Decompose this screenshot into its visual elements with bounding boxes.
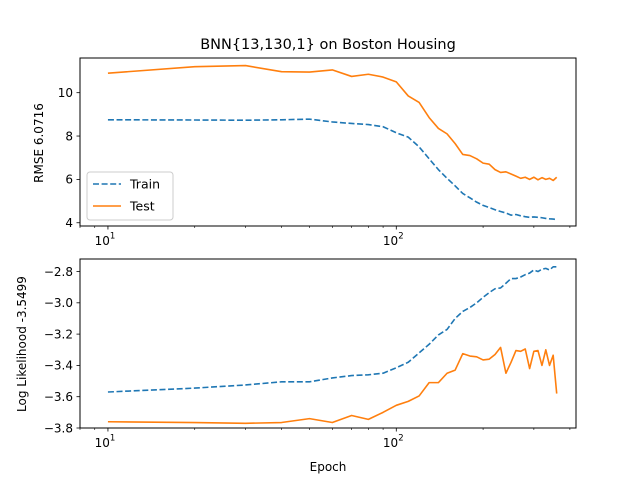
rmse-y-ticks: 4 6 8 10: [58, 86, 80, 230]
loglik-y-tick-label-3: −3.2: [44, 327, 73, 341]
legend-train-label: Train: [129, 177, 160, 192]
rmse-y-tick-label-3: 10: [58, 86, 73, 100]
x-axis-label: Epoch: [310, 460, 347, 474]
rmse-y-tick-label-1: 6: [65, 173, 73, 187]
loglik-y-tick-label-4: −3.0: [44, 296, 73, 310]
loglik-plot-area: [107, 266, 558, 425]
loglik-y-tick-label-1: −3.6: [44, 390, 73, 404]
chart-title: BNN{13,130,1} on Boston Housing: [200, 37, 456, 53]
loglik-test-line: [107, 346, 558, 425]
loglik-x-ticks: 101 102: [79, 428, 571, 451]
loglik-axes-frame: [79, 258, 577, 429]
legend: Train Test: [86, 171, 174, 221]
loglik-panel: 101 102 −3.8 −3.6 −3.4 −3.2 −3.0 −2.8 Log Like…: [15, 258, 577, 474]
loglik-y-axis-label: Log Likelihood -3.5499: [15, 276, 29, 412]
rmse-panel: 101 102 4 6 8 10 RMSE 6.0716 Train Test: [32, 57, 577, 249]
rmse-y-axis-label: RMSE 6.0716: [32, 103, 46, 183]
loglik-y-ticks: −3.8 −3.6 −3.4 −3.2 −3.0 −2.8: [44, 265, 80, 435]
loglik-y-tick-label-2: −3.4: [44, 359, 73, 373]
loglik-x-tick-label-0: 101: [95, 434, 116, 451]
loglik-y-tick-label-0: −3.8: [44, 421, 73, 435]
rmse-y-tick-label-0: 4: [65, 216, 73, 230]
rmse-plot-area: [107, 64, 558, 221]
rmse-x-tick-label-0: 101: [95, 232, 116, 249]
rmse-train-line: [107, 118, 557, 221]
rmse-test-line: [107, 64, 558, 182]
rmse-axes-frame: [79, 57, 577, 227]
loglik-x-tick-label-1: 102: [383, 434, 404, 451]
loglik-train-line: [107, 266, 557, 393]
rmse-y-tick-label-2: 8: [65, 129, 73, 143]
legend-test-label: Test: [129, 199, 155, 214]
legend-box: [86, 171, 174, 221]
loglik-y-tick-label-5: −2.8: [44, 265, 73, 279]
rmse-x-tick-label-1: 102: [383, 232, 404, 249]
